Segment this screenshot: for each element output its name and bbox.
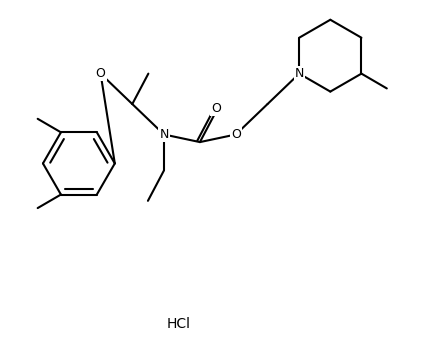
- Text: N: N: [295, 67, 304, 80]
- Text: O: O: [231, 128, 241, 141]
- Text: HCl: HCl: [166, 317, 190, 331]
- Text: O: O: [211, 102, 221, 115]
- Text: N: N: [159, 128, 169, 141]
- Text: O: O: [96, 67, 106, 80]
